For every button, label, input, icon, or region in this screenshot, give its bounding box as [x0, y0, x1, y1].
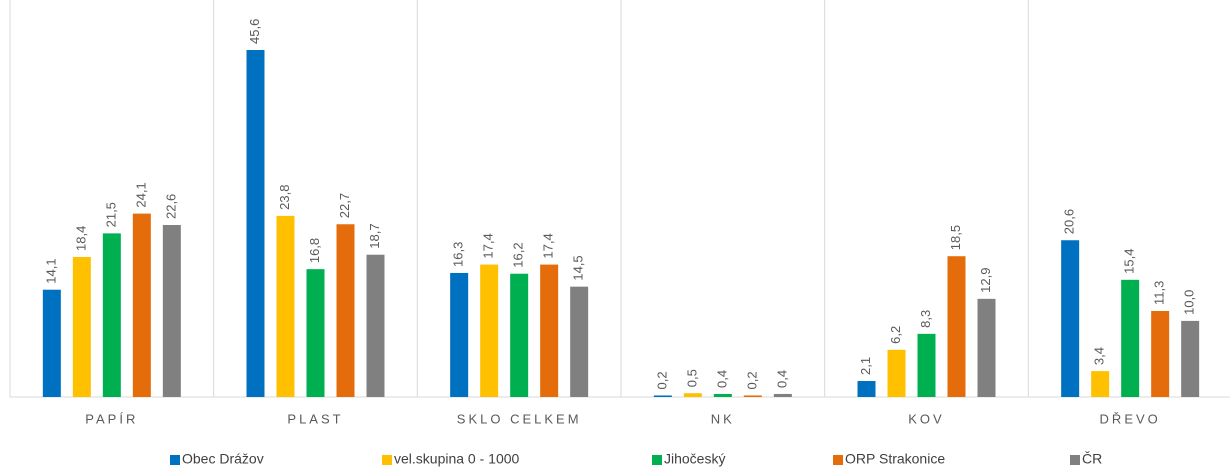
- data-label: 0,4: [714, 370, 729, 388]
- x-tick-label: PLAST: [287, 411, 343, 426]
- bar: [887, 349, 906, 397]
- bar: [683, 393, 702, 397]
- bar: [510, 273, 529, 397]
- bar: [306, 269, 325, 397]
- legend-swatch: [652, 455, 662, 465]
- bar: [162, 225, 181, 397]
- data-label: 45,6: [247, 19, 262, 44]
- legend-swatch: [833, 455, 843, 465]
- data-label: 16,2: [511, 242, 526, 267]
- bar: [1061, 240, 1080, 397]
- x-tick-label: KOV: [908, 411, 944, 426]
- data-label: 18,5: [948, 225, 963, 250]
- legend-label: vel.skupina 0 - 1000: [394, 451, 520, 467]
- data-label: 0,2: [744, 371, 759, 389]
- legend-label: Jihočeský: [664, 451, 725, 467]
- data-label: 16,8: [307, 238, 322, 263]
- bar: [917, 333, 936, 397]
- data-label: 24,1: [133, 182, 148, 207]
- data-label: 15,4: [1122, 248, 1137, 273]
- data-label: 22,7: [337, 193, 352, 218]
- bar: [450, 272, 469, 397]
- bar: [366, 254, 385, 397]
- bar: [653, 395, 672, 397]
- legend-swatch: [382, 455, 392, 465]
- data-label: 0,4: [774, 370, 789, 388]
- legend-label: ČR: [1082, 451, 1102, 467]
- bar: [336, 224, 355, 397]
- data-label: 6,2: [888, 326, 903, 344]
- data-label: 16,3: [451, 242, 466, 267]
- data-label: 2,1: [858, 357, 873, 375]
- data-label: 23,8: [277, 185, 292, 210]
- data-label: 12,9: [978, 268, 993, 293]
- bar: [713, 393, 732, 397]
- data-label: 21,5: [103, 202, 118, 227]
- bar: [570, 286, 589, 397]
- bar: [947, 256, 966, 397]
- bar: [1181, 320, 1200, 397]
- bar: [977, 298, 996, 397]
- data-label: 10,0: [1182, 290, 1197, 315]
- bar: [132, 213, 151, 397]
- data-label: 18,4: [73, 226, 88, 251]
- bar: [72, 256, 91, 397]
- bar: [1121, 279, 1140, 397]
- x-tick-label: NK: [711, 411, 735, 426]
- x-tick-label: PAPÍR: [85, 411, 138, 426]
- bar: [246, 49, 265, 397]
- data-label: 14,5: [571, 255, 586, 280]
- bar: [540, 264, 559, 397]
- data-label: 17,4: [481, 233, 496, 258]
- data-label: 0,2: [654, 371, 669, 389]
- data-label: 3,4: [1092, 347, 1107, 365]
- data-label: 0,5: [684, 369, 699, 387]
- data-label: 18,7: [367, 223, 382, 248]
- bar: [743, 395, 762, 397]
- x-tick-label: DŘEVO: [1100, 411, 1161, 426]
- data-label: 11,3: [1152, 281, 1167, 305]
- bar: [1091, 371, 1110, 397]
- legend-swatch: [170, 455, 180, 465]
- bar: [102, 233, 121, 397]
- legend-label: Obec Drážov: [182, 451, 264, 467]
- bar: [480, 264, 499, 397]
- data-label: 20,6: [1062, 209, 1077, 234]
- data-label: 17,4: [541, 233, 556, 258]
- legend-swatch: [1070, 455, 1080, 465]
- data-label: 14,1: [43, 258, 58, 283]
- data-label: 22,6: [163, 194, 178, 219]
- bar: [773, 393, 792, 397]
- legend-label: ORP Strakonice: [845, 451, 945, 467]
- bar: [857, 381, 876, 397]
- bar: [1151, 311, 1170, 397]
- data-label: 8,3: [918, 310, 933, 328]
- bar: [276, 215, 295, 397]
- x-tick-label: SKLO CELKEM: [457, 411, 582, 426]
- bar: [42, 289, 61, 397]
